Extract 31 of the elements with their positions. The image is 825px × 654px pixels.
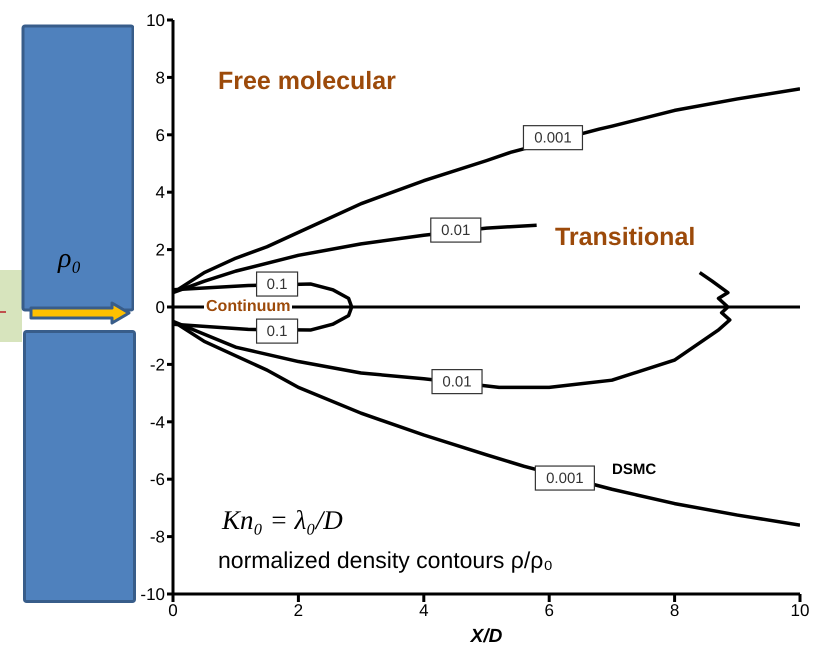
x-tick-label: 10 (790, 601, 810, 620)
x-tick-label: 2 (294, 601, 304, 620)
y-tick-label: 0 (156, 298, 165, 318)
annotation: 0.01 (442, 374, 472, 391)
annotation: 0.01 (441, 222, 470, 240)
annotation: DSMC (612, 461, 656, 478)
y-tick-label: -4 (150, 412, 165, 432)
y-tick-label: -6 (150, 470, 165, 490)
x-axis-title: X/D (470, 626, 503, 647)
annotation: Continuum (204, 298, 292, 316)
x-tick-label: 4 (419, 601, 429, 620)
y-tick-label: -8 (150, 528, 165, 547)
y-tick-label: 6 (156, 126, 165, 145)
y-tick-label: 4 (156, 183, 165, 202)
annotation: 0.1 (266, 276, 288, 294)
annotation: 0.001 (546, 470, 584, 488)
y-tick-label: 8 (156, 68, 165, 88)
y-tick-label: -10 (140, 585, 165, 604)
y-tick-label: -2 (150, 355, 165, 374)
annotation: 0.1 (266, 323, 288, 340)
annotation: Kn₀ = λ₀/D (222, 505, 343, 536)
x-tick-label: 6 (544, 601, 554, 620)
y-tick-label: 2 (156, 240, 165, 260)
annotation: normalized density contours ρ/ρ₀ (218, 547, 553, 574)
x-tick-label: 0 (168, 601, 178, 620)
annotation: 0.001 (534, 130, 572, 147)
text: ρ₀ (58, 243, 82, 275)
annotation: Transitional (555, 223, 696, 252)
annotation: Free molecular (218, 67, 396, 96)
y-tick-label: 10 (146, 11, 165, 30)
x-tick-label: 8 (670, 601, 680, 620)
